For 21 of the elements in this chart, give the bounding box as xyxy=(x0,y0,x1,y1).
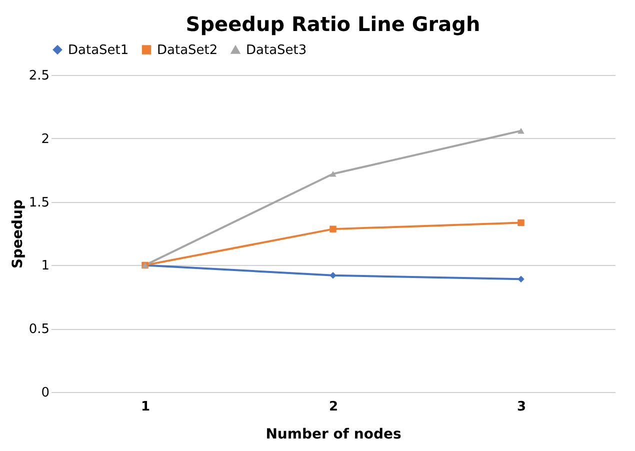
point xyxy=(330,272,336,279)
y-axis-title: Speedup xyxy=(10,199,26,269)
x-tick-label: 1 xyxy=(140,400,150,414)
legend-label: DataSet1 xyxy=(68,42,129,58)
y-tick-label: 1 xyxy=(41,258,50,274)
legend-label: DataSet2 xyxy=(157,42,218,58)
chart-title: Speedup Ratio Line Gragh xyxy=(186,12,480,36)
point xyxy=(330,171,336,177)
x-tick-label: 3 xyxy=(516,400,526,414)
legend-label: DataSet3 xyxy=(246,42,307,58)
x-axis-title: Number of nodes xyxy=(266,426,402,442)
y-tick-label: 2 xyxy=(41,132,50,147)
x-tick-label: 2 xyxy=(328,400,338,414)
point xyxy=(518,219,524,226)
y-tick-label: 1.5 xyxy=(28,195,50,210)
y-tick-label: 2.5 xyxy=(28,68,50,84)
y-tick-label: 0 xyxy=(41,386,50,400)
y-tick-label: 0.5 xyxy=(28,322,50,338)
point xyxy=(518,276,524,282)
point xyxy=(518,128,524,134)
point xyxy=(330,226,336,232)
